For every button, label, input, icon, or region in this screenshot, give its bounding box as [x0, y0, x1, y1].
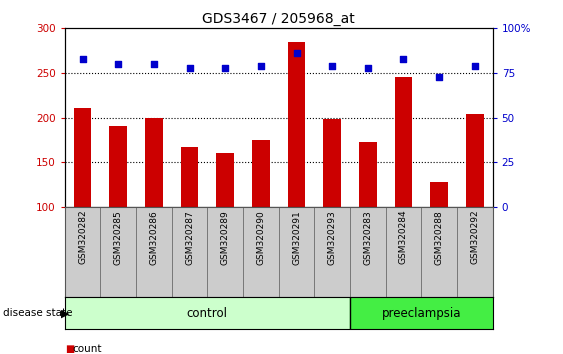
Point [185, 65, 194, 70]
Text: GSM320290: GSM320290 [256, 210, 265, 264]
Text: GSM320288: GSM320288 [435, 210, 444, 264]
Point [256, 63, 265, 69]
Text: GSM320289: GSM320289 [221, 210, 230, 264]
Bar [109, 126, 127, 207]
Point [292, 51, 301, 56]
Point [149, 61, 158, 67]
Bar [145, 118, 163, 207]
Point [363, 65, 372, 70]
Text: GSM320283: GSM320283 [363, 210, 372, 264]
Text: GSM320292: GSM320292 [470, 210, 479, 264]
Point [435, 74, 444, 79]
Point [328, 63, 337, 69]
Point [78, 56, 87, 62]
Text: GSM320282: GSM320282 [78, 210, 87, 264]
Text: count: count [72, 344, 101, 354]
Point [114, 61, 123, 67]
Text: GSM320286: GSM320286 [149, 210, 158, 264]
Text: ▶: ▶ [61, 308, 69, 318]
Bar [216, 153, 234, 207]
Bar [252, 140, 270, 207]
Title: GDS3467 / 205968_at: GDS3467 / 205968_at [202, 12, 355, 26]
Bar [466, 114, 484, 207]
Bar [395, 76, 412, 207]
Text: GSM320287: GSM320287 [185, 210, 194, 264]
Text: control: control [187, 307, 228, 320]
Point [470, 63, 479, 69]
Bar [323, 119, 341, 207]
Text: GSM320293: GSM320293 [328, 210, 337, 264]
Bar [288, 42, 305, 207]
Text: GSM320291: GSM320291 [292, 210, 301, 264]
Text: disease state: disease state [3, 308, 72, 318]
Bar [181, 147, 198, 207]
Point [221, 65, 230, 70]
Text: preeclampsia: preeclampsia [382, 307, 461, 320]
Bar [65, 297, 350, 329]
Text: GSM320284: GSM320284 [399, 210, 408, 264]
Bar [74, 108, 91, 207]
Bar [430, 182, 448, 207]
Point [399, 56, 408, 62]
Bar [350, 297, 493, 329]
Text: ■: ■ [65, 344, 74, 354]
Text: GSM320285: GSM320285 [114, 210, 123, 264]
Bar [359, 142, 377, 207]
